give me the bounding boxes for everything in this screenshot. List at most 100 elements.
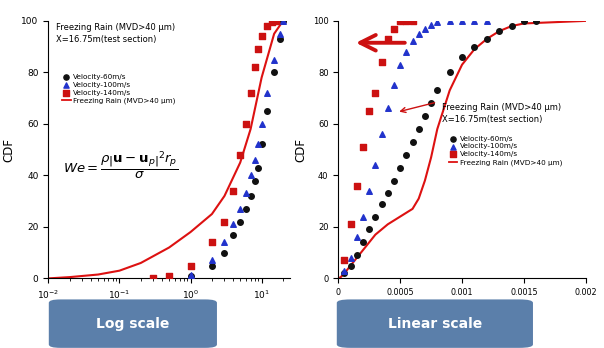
Point	[377, 59, 387, 65]
Point	[432, 88, 442, 93]
Point	[358, 144, 368, 150]
Point	[352, 235, 362, 240]
FancyBboxPatch shape	[337, 299, 533, 348]
X-axis label: Particle Diameter: Particle Diameter	[124, 306, 214, 316]
Y-axis label: CDF: CDF	[3, 138, 16, 161]
Point	[228, 188, 238, 193]
Point	[220, 250, 230, 255]
Text: Log scale: Log scale	[96, 317, 170, 331]
Point	[364, 108, 374, 114]
Point	[271, 18, 281, 24]
Point	[402, 49, 411, 55]
Point	[246, 173, 255, 178]
Point	[339, 268, 349, 274]
Point	[482, 18, 492, 24]
Point	[445, 18, 454, 24]
Point	[420, 26, 430, 31]
Point	[396, 18, 405, 24]
Point	[389, 178, 399, 183]
Point	[228, 222, 238, 227]
Point	[257, 33, 266, 39]
Point	[432, 19, 442, 25]
Point	[262, 108, 272, 114]
Point	[408, 139, 417, 145]
Point	[250, 178, 260, 183]
Point	[352, 252, 362, 258]
Point	[371, 214, 381, 219]
Point	[364, 227, 374, 232]
Point	[241, 206, 251, 212]
Point	[408, 39, 417, 44]
Point	[414, 126, 423, 132]
Point	[396, 165, 405, 171]
Point	[278, 18, 288, 24]
Y-axis label: CDF: CDF	[294, 138, 307, 161]
X-axis label: Particle Diameter: Particle Diameter	[417, 303, 507, 313]
Point	[220, 239, 230, 245]
Point	[408, 18, 417, 24]
Point	[371, 162, 381, 168]
Point	[236, 152, 245, 158]
Point	[262, 23, 272, 29]
FancyBboxPatch shape	[49, 299, 217, 348]
Point	[254, 142, 263, 147]
Point	[220, 219, 230, 224]
Point	[389, 26, 399, 31]
Text: $We = \dfrac{\rho \left|\mathbf{u} - \mathbf{u}_p\right|^2 r_p}{\sigma}$: $We = \dfrac{\rho \left|\mathbf{u} - \ma…	[63, 149, 178, 181]
Point	[254, 46, 263, 52]
Point	[345, 255, 355, 261]
Point	[207, 263, 217, 268]
Point	[250, 64, 260, 70]
Point	[532, 18, 541, 24]
Point	[371, 90, 381, 96]
Point	[207, 258, 217, 263]
Point	[275, 31, 284, 37]
Point	[352, 183, 362, 189]
Point	[278, 18, 288, 24]
Point	[519, 18, 529, 24]
Point	[383, 106, 393, 111]
Point	[377, 201, 387, 206]
Point	[207, 239, 217, 245]
Point	[457, 54, 467, 60]
Point	[257, 121, 266, 127]
Point	[414, 31, 423, 37]
Point	[241, 191, 251, 196]
Point	[345, 263, 355, 268]
Point	[426, 22, 436, 27]
Point	[494, 29, 504, 34]
Point	[396, 62, 405, 68]
Text: Freezing Rain (MVD>40 μm)
X=16.75m(test section): Freezing Rain (MVD>40 μm) X=16.75m(test …	[56, 23, 175, 44]
Point	[164, 273, 174, 279]
Legend: Velocity-60m/s, Velocity-100m/s, Velocity-140m/s, Freezing Rain (MVD>40 μm): Velocity-60m/s, Velocity-100m/s, Velocit…	[446, 133, 565, 168]
Point	[339, 258, 349, 263]
Point	[470, 18, 480, 24]
Point	[402, 18, 411, 24]
Point	[246, 90, 255, 96]
Point	[267, 19, 277, 25]
Point	[241, 121, 251, 127]
Point	[507, 23, 516, 29]
Point	[482, 36, 492, 42]
Point	[164, 276, 174, 281]
Point	[164, 276, 174, 281]
Point	[358, 239, 368, 245]
Point	[470, 44, 480, 49]
Point	[269, 57, 279, 62]
Point	[445, 70, 454, 75]
Point	[457, 18, 467, 24]
Point	[358, 214, 368, 219]
Point	[228, 232, 238, 237]
Point	[377, 132, 387, 137]
Text: Linear scale: Linear scale	[388, 317, 482, 331]
Point	[389, 82, 399, 88]
Point	[339, 270, 349, 276]
Point	[364, 188, 374, 193]
Legend: Velocity-60m/s, Velocity-100m/s, Velocity-140m/s, Freezing Rain (MVD>40 μm): Velocity-60m/s, Velocity-100m/s, Velocit…	[59, 71, 178, 107]
Point	[383, 191, 393, 196]
Point	[149, 276, 158, 281]
Point	[383, 36, 393, 42]
Point	[236, 219, 245, 224]
Point	[262, 90, 272, 96]
Point	[185, 263, 195, 268]
